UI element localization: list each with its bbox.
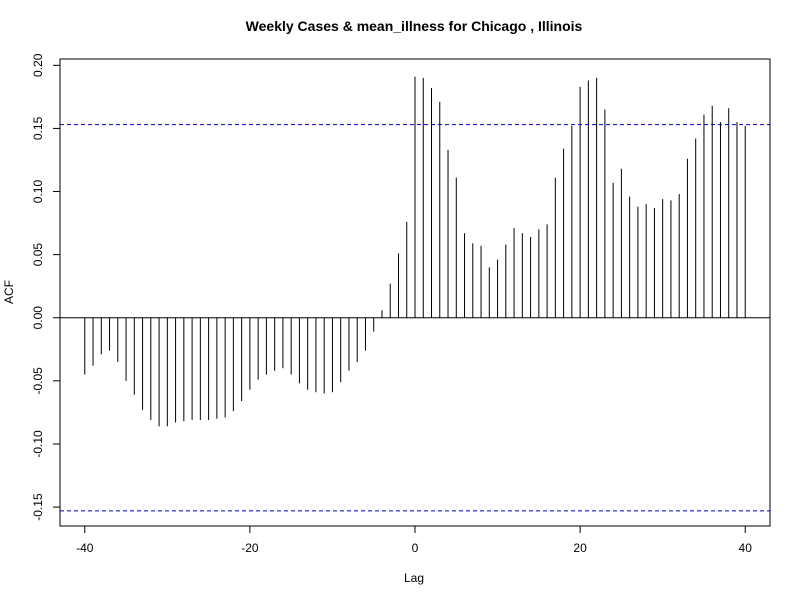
y-axis-label: ACF [2, 280, 16, 304]
y-tick-label: 0.05 [31, 243, 45, 267]
acf-bars [84, 76, 746, 427]
y-tick-label: 0.00 [31, 306, 45, 330]
x-tick-label: 0 [412, 541, 419, 555]
y-tick-label: 0.15 [31, 116, 45, 140]
y-tick-label: 0.10 [31, 180, 45, 204]
x-tick-label: -20 [241, 541, 259, 555]
x-tick-label: 20 [573, 541, 587, 555]
y-tick-label: -0.15 [31, 493, 45, 521]
y-axis: -0.15 -0.10 -0.05 0.00 0.05 0.10 0.15 0.20 [31, 53, 61, 521]
x-axis-label: Lag [404, 571, 424, 585]
y-tick-label: 0.20 [31, 53, 45, 77]
x-tick-label: 40 [739, 541, 753, 555]
confidence-bounds [60, 124, 770, 512]
plot-frame [59, 58, 771, 527]
y-tick-label: -0.05 [31, 367, 45, 395]
y-tick-label: -0.10 [31, 430, 45, 458]
chart-title: Weekly Cases & mean_illness for Chicago … [246, 18, 583, 34]
x-axis: -40 -20 0 20 40 [76, 525, 753, 555]
x-tick-label: -40 [76, 541, 94, 555]
